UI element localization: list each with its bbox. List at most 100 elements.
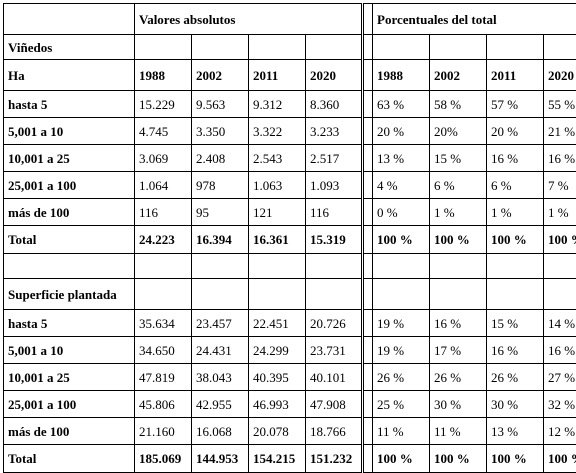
pct-cell: 20 % — [373, 118, 430, 145]
empty-cell — [192, 279, 249, 310]
row-label: 5,001 a 10 — [4, 118, 135, 145]
empty-cell — [192, 35, 249, 60]
empty-cell — [249, 254, 306, 279]
empty-cell — [430, 35, 487, 60]
total-row: Total 185.069 144.953 154.215 151.232 10… — [4, 445, 576, 473]
row-label: 25,001 a 100 — [4, 172, 135, 199]
abs-cell: 151.232 — [306, 445, 363, 473]
gap-cell — [363, 279, 373, 310]
pct-cell: 20 % — [487, 118, 544, 145]
row-label: más de 100 — [4, 418, 135, 445]
table-row: 5,001 a 10 4.745 3.350 3.322 3.233 20 % … — [4, 118, 576, 145]
row-label: hasta 5 — [4, 310, 135, 337]
empty-cell — [249, 35, 306, 60]
pct-cell: 100 % — [487, 226, 544, 254]
pct-cell: 15 % — [487, 310, 544, 337]
gap-cell — [363, 199, 373, 226]
pct-cell: 21 % — [544, 118, 576, 145]
empty-cell — [430, 254, 487, 279]
abs-cell: 9.563 — [192, 91, 249, 118]
abs-cell: 16.394 — [192, 226, 249, 254]
pct-cell: 27 % — [544, 364, 576, 391]
table-row: 10,001 a 25 47.819 38.043 40.395 40.101 … — [4, 364, 576, 391]
abs-cell: 978 — [192, 172, 249, 199]
table-row: 25,001 a 100 1.064 978 1.063 1.093 4 % 6… — [4, 172, 576, 199]
section-title: Viñedos — [4, 35, 135, 60]
unit-label: Ha — [4, 60, 135, 91]
gap-cell — [363, 91, 373, 118]
section-title-row: Viñedos — [4, 35, 576, 60]
year-header: 2002 — [430, 60, 487, 91]
year-header: 2011 — [249, 60, 306, 91]
abs-cell: 23.457 — [192, 310, 249, 337]
empty-cell — [373, 279, 430, 310]
empty-cell — [430, 279, 487, 310]
abs-cell: 144.953 — [192, 445, 249, 473]
abs-cell: 2.543 — [249, 145, 306, 172]
gap-cell — [363, 145, 373, 172]
empty-cell — [373, 254, 430, 279]
abs-cell: 16.068 — [192, 418, 249, 445]
pct-cell: 19 % — [373, 337, 430, 364]
total-row: Total 24.223 16.394 16.361 15.319 100 % … — [4, 226, 576, 254]
empty-cell — [135, 35, 192, 60]
pct-cell: 7 % — [544, 172, 576, 199]
pct-cell: 11 % — [373, 418, 430, 445]
table-row: más de 100 21.160 16.068 20.078 18.766 1… — [4, 418, 576, 445]
gap-cell — [363, 254, 373, 279]
spacer-row — [4, 254, 576, 279]
abs-cell: 2.517 — [306, 145, 363, 172]
table-row: hasta 5 15.229 9.563 9.312 8.360 63 % 58… — [4, 91, 576, 118]
abs-cell: 40.395 — [249, 364, 306, 391]
pct-cell: 1 % — [487, 199, 544, 226]
gap-cell — [363, 310, 373, 337]
abs-cell: 3.322 — [249, 118, 306, 145]
pct-cell: 100 % — [373, 445, 430, 473]
abs-cell: 20.726 — [306, 310, 363, 337]
abs-cell: 8.360 — [306, 91, 363, 118]
pct-cell: 1 % — [430, 199, 487, 226]
gap-cell — [363, 337, 373, 364]
abs-cell: 154.215 — [249, 445, 306, 473]
abs-cell: 15.229 — [135, 91, 192, 118]
pct-cell: 1 % — [544, 199, 576, 226]
abs-cell: 47.908 — [306, 391, 363, 418]
abs-cell: 45.806 — [135, 391, 192, 418]
abs-cell: 15.319 — [306, 226, 363, 254]
pct-cell: 100 % — [373, 226, 430, 254]
pct-cell: 17 % — [430, 337, 487, 364]
group-header-percent: Porcentuales del total — [373, 4, 576, 35]
pct-cell: 30 % — [430, 391, 487, 418]
pct-cell: 63 % — [373, 91, 430, 118]
pct-cell: 16 % — [430, 310, 487, 337]
pct-cell: 16 % — [487, 337, 544, 364]
empty-cell — [192, 254, 249, 279]
row-label: 5,001 a 10 — [4, 337, 135, 364]
year-header: 2020 — [544, 60, 576, 91]
group-header-absolute: Valores absolutos — [135, 4, 363, 35]
table-row: hasta 5 35.634 23.457 22.451 20.726 19 %… — [4, 310, 576, 337]
abs-cell: 34.650 — [135, 337, 192, 364]
abs-cell: 24.431 — [192, 337, 249, 364]
abs-cell: 2.408 — [192, 145, 249, 172]
gap-cell — [363, 364, 373, 391]
pct-cell: 16 % — [544, 145, 576, 172]
corner-cell — [4, 4, 135, 35]
abs-cell: 95 — [192, 199, 249, 226]
pct-cell: 16 % — [544, 337, 576, 364]
row-label: 10,001 a 25 — [4, 145, 135, 172]
pct-cell: 26 % — [430, 364, 487, 391]
group-header-row: Valores absolutos Porcentuales del total — [4, 4, 576, 35]
gap-cell — [363, 35, 373, 60]
abs-cell: 22.451 — [249, 310, 306, 337]
abs-cell: 9.312 — [249, 91, 306, 118]
year-header: 2011 — [487, 60, 544, 91]
abs-cell: 185.069 — [135, 445, 192, 473]
total-label: Total — [4, 226, 135, 254]
empty-cell — [544, 254, 576, 279]
abs-cell: 47.819 — [135, 364, 192, 391]
row-label: hasta 5 — [4, 91, 135, 118]
abs-cell: 20.078 — [249, 418, 306, 445]
pct-cell: 15 % — [430, 145, 487, 172]
abs-cell: 18.766 — [306, 418, 363, 445]
